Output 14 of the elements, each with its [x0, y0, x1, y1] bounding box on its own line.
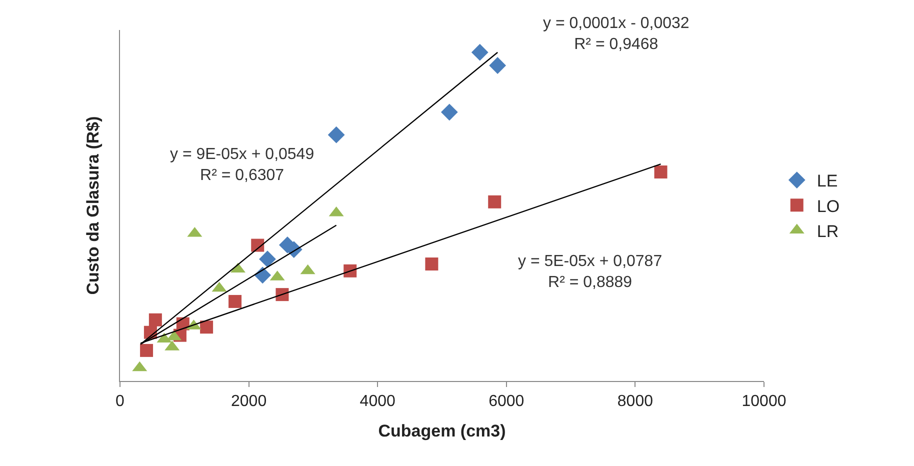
x-tick-label: 6000: [488, 393, 524, 410]
x-tick-label: 10000: [742, 393, 786, 410]
y-axis-title: Custo da Glasura (R$): [84, 116, 103, 295]
annotation: y = 0,0001x - 0,0032 R² = 0,9468: [543, 15, 690, 53]
x-axis-title: Cubagem (cm3): [378, 422, 506, 441]
legend-label: LE: [816, 172, 838, 191]
legend-label: LR: [816, 222, 839, 241]
x-tick-label: 8000: [617, 393, 654, 410]
x-tick-label: 2000: [231, 393, 267, 410]
annotation: y = 5E-05x + 0,0787 R² = 0,8889: [518, 253, 662, 291]
legend-label: LO: [816, 196, 840, 216]
x-tick-label: 0: [116, 393, 125, 410]
x-tick-label: 4000: [360, 393, 396, 410]
annotation: y = 9E-05x + 0,0549 R² = 0,6307: [170, 146, 314, 184]
